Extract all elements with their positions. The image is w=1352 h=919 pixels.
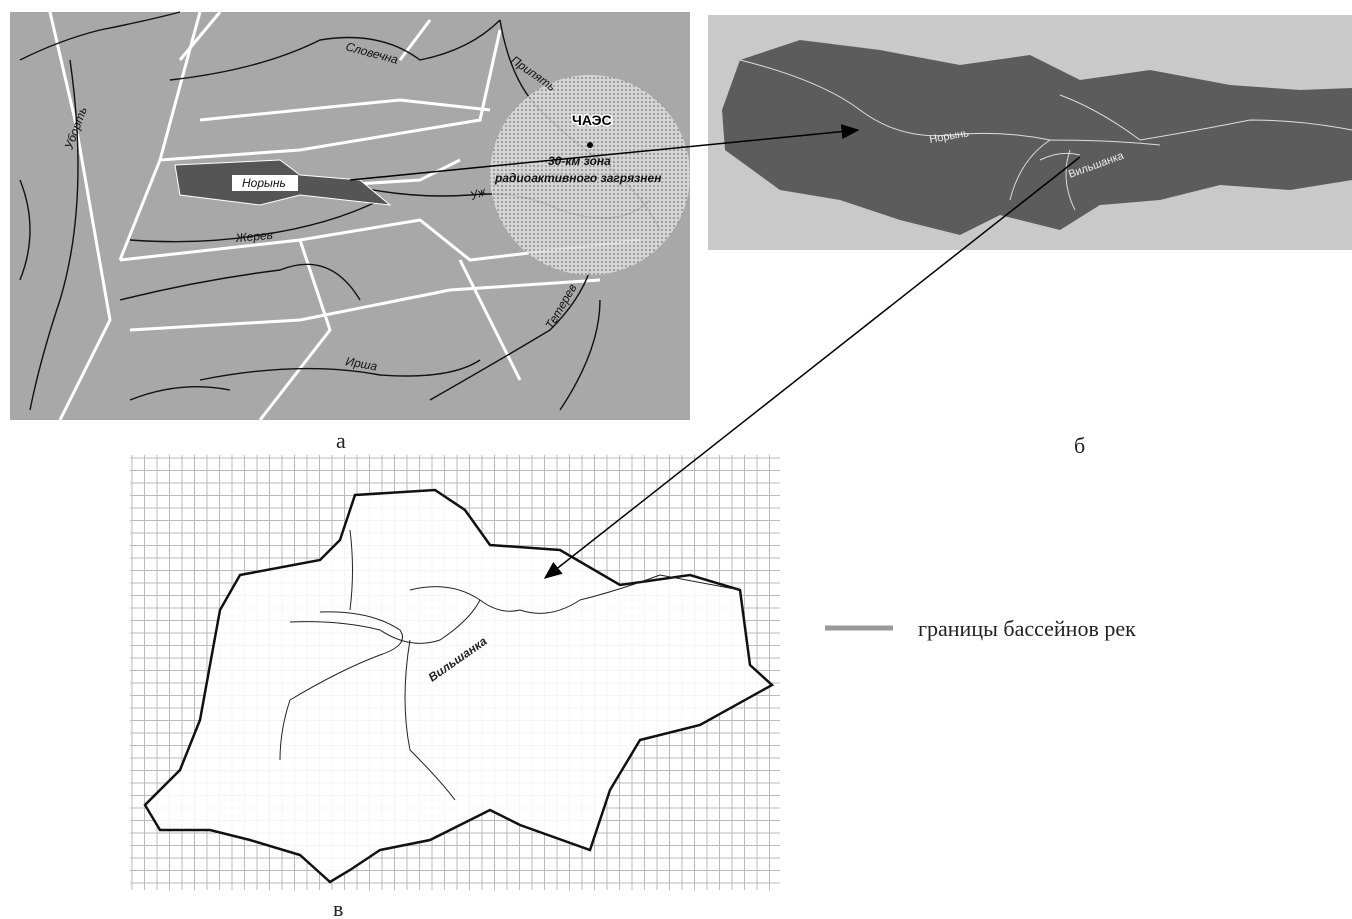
panel-label: б xyxy=(1074,433,1085,458)
zone-label: радиоактивного загрязнен xyxy=(494,171,662,185)
map-c: Вильшанка xyxy=(145,490,772,882)
zone-label: 30-км зона xyxy=(548,154,611,168)
river-label: Норынь xyxy=(242,176,286,190)
figure: Норынь Словечна Уборть Припять ЧАЭС 30-к… xyxy=(0,0,1352,919)
map-b: Норынь Вильшанка xyxy=(708,15,1352,250)
npp-marker xyxy=(587,142,593,148)
legend-label: границы бассейнов рек xyxy=(918,616,1136,641)
panel-label: в xyxy=(333,896,343,919)
npp-label: ЧАЭС xyxy=(572,112,612,128)
panel-label: а xyxy=(336,428,346,453)
map-a: Норынь Словечна Уборть Припять ЧАЭС 30-к… xyxy=(10,12,690,420)
